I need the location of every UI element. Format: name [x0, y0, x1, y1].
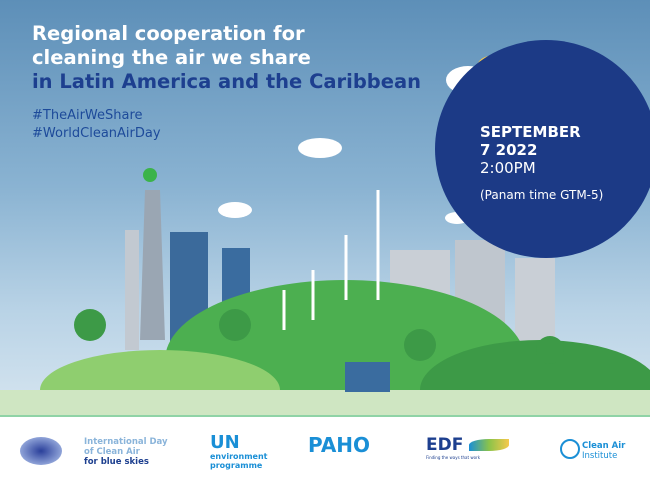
- city-landscape-illustration: [0, 56, 650, 415]
- event-date: SEPTEMBER 7 2022 2:00PM: [480, 123, 581, 177]
- paho-logo: PAHO: [308, 433, 371, 457]
- hashtag: #TheAirWeShare: [32, 108, 143, 123]
- edf-logo: EDF Finding the ways that work: [426, 435, 510, 460]
- date-circle: [435, 40, 650, 258]
- hashtag: #WorldCleanAirDay: [32, 126, 161, 141]
- headline-line-1: Regional cooperation for: [32, 22, 305, 45]
- event-timezone: (Panam time GTM-5): [480, 188, 604, 202]
- unep-logo: UN environment programme: [210, 432, 268, 470]
- headline-line-3: in Latin America and the Caribbean: [32, 70, 422, 93]
- cloud-dots-icon: [20, 437, 62, 465]
- hashtags: #TheAirWeShare #WorldCleanAirDay: [32, 107, 161, 143]
- event-day-year: 7 2022: [480, 141, 538, 159]
- partner-logos-bar: International Day of Clean Air for blue s…: [0, 415, 650, 488]
- event-month: SEPTEMBER: [480, 123, 581, 141]
- headline: Regional cooperation for cleaning the ai…: [32, 22, 421, 94]
- event-time: 2:00PM: [480, 159, 536, 177]
- headline-line-2: cleaning the air we share: [32, 46, 311, 69]
- swirl-icon: [560, 439, 580, 459]
- poster-illustration: Regional cooperation for cleaning the ai…: [0, 0, 650, 415]
